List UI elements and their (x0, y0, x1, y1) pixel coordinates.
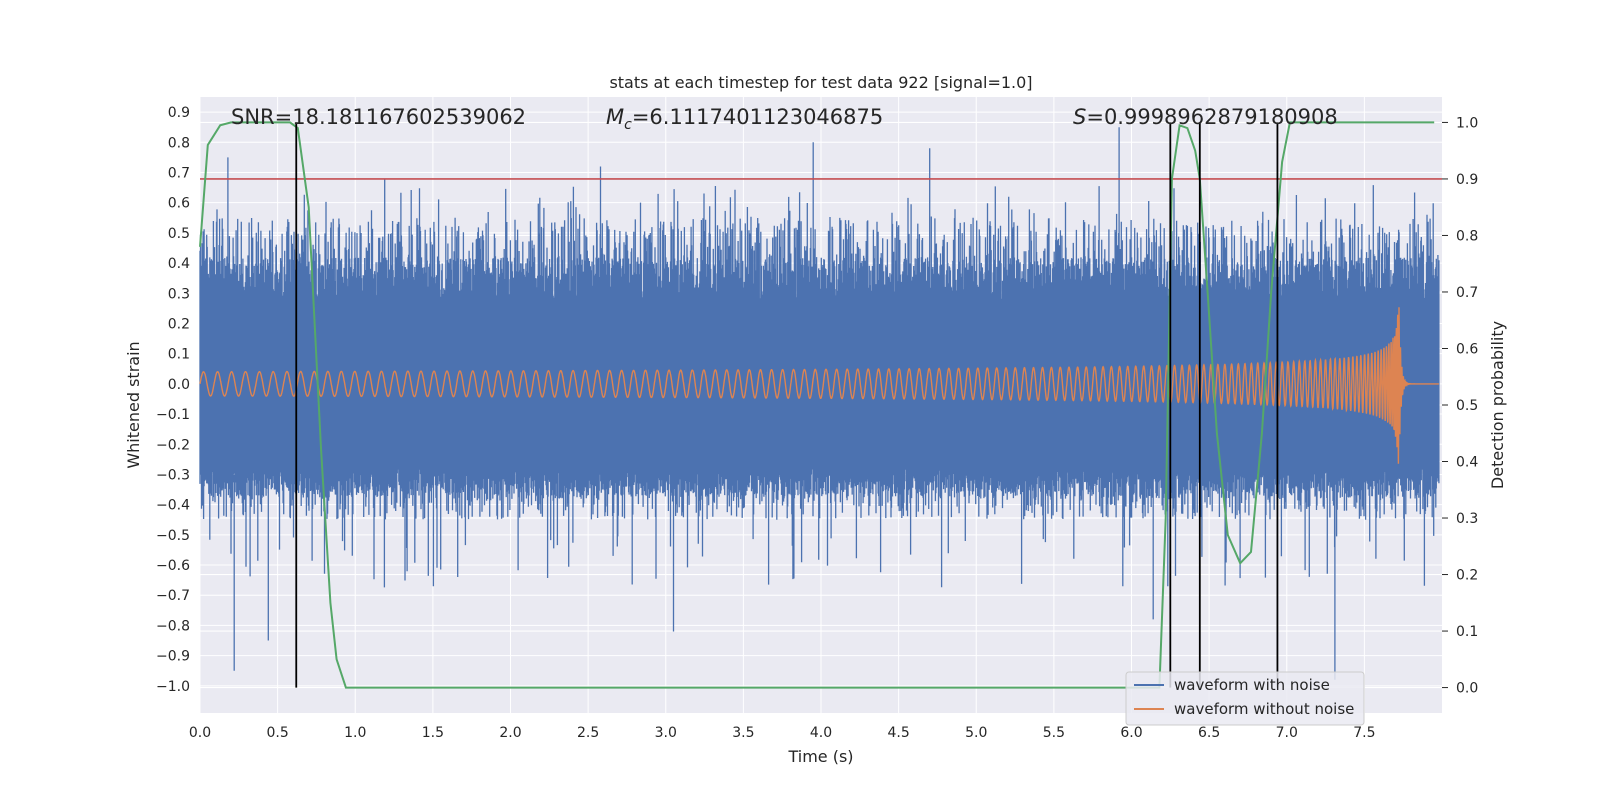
y-left-tick-label: −0.4 (156, 498, 190, 514)
detection-markers (295, 122, 1279, 688)
snr-annotation: SNR=18.181167602539062 (231, 105, 526, 129)
y-left-tick-label: −0.8 (156, 618, 190, 634)
clean-waveform-line (199, 307, 1439, 464)
y-left-tick-label: 0.3 (168, 286, 190, 302)
chart-title: stats at each timestep for test data 922… (609, 73, 1032, 92)
chirp-mass-value: =6.1117401123046875 (632, 105, 883, 129)
y-right-tick-label: 0.2 (1456, 568, 1478, 584)
x-tick-label: 3.0 (655, 725, 677, 741)
x-tick-label: 2.5 (577, 725, 599, 741)
y-right-tick-label: 0.9 (1456, 172, 1478, 188)
y-left-tick-label: 0.7 (168, 165, 190, 181)
y-right-tick-label: 0.6 (1456, 341, 1478, 357)
x-tick-label: 0.5 (266, 725, 288, 741)
x-axis-label: Time (s) (787, 747, 853, 766)
y-right-tick-label: 0.3 (1456, 511, 1478, 527)
y-left-tick-label: 0.8 (168, 135, 190, 151)
y-left-tick-label: −0.6 (156, 558, 190, 574)
score-symbol: S (1073, 105, 1086, 129)
x-tick-label: 0.0 (189, 725, 211, 741)
x-tick-label: 4.5 (887, 725, 909, 741)
y-left-tick-label: 0.9 (168, 105, 190, 121)
x-tick-label: 4.0 (810, 725, 832, 741)
x-tick-label: 6.5 (1198, 725, 1220, 741)
y-right-tick-label: 0.7 (1456, 285, 1478, 301)
legend: waveform with noise waveform without noi… (1125, 671, 1365, 726)
y-right-axis-ticks: 1.0 0.9 0.8 0.7 0.6 0.5 0.4 0.3 0.2 0.1 0.0 (1442, 115, 1478, 697)
x-tick-label: 7.0 (1276, 725, 1298, 741)
y-left-tick-label: −0.7 (156, 588, 190, 604)
y-left-tick-label: 0.4 (168, 256, 190, 272)
y-right-tick-label: 0.1 (1456, 624, 1478, 640)
y-right-tick-label: 0.0 (1456, 681, 1478, 697)
y-left-axis-label: Whitened strain (124, 341, 143, 468)
x-tick-label: 6.0 (1120, 725, 1142, 741)
x-axis-ticks: 0.0 0.5 1.0 1.5 2.0 2.5 3.0 3.5 4.0 4.5 5.0 5.5 6.0 6… (189, 725, 1376, 741)
score-annotation: S=0.9998962879180908 (1073, 105, 1338, 129)
chirp-mass-symbol: M (606, 105, 624, 129)
chirp-mass-subscript: c (624, 117, 632, 133)
y-right-tick-label: 0.4 (1456, 455, 1478, 471)
x-tick-label: 3.5 (732, 725, 754, 741)
y-left-axis-ticks: 0.9 0.8 0.7 0.6 0.5 0.4 0.3 0.2 0.1 0.0 −0.1 −0.2 −0… (156, 105, 190, 695)
y-right-tick-label: 1.0 (1456, 115, 1478, 131)
y-left-tick-label: 0.0 (168, 377, 190, 393)
y-left-tick-label: −0.2 (156, 437, 190, 453)
y-left-tick-label: −0.1 (156, 407, 190, 423)
y-left-tick-label: 0.6 (168, 196, 190, 212)
score-value: =0.9998962879180908 (1086, 105, 1337, 129)
y-left-tick-label: −1.0 (156, 679, 190, 695)
legend-noisy-label: waveform with noise (1174, 676, 1330, 694)
chirp-mass-annotation: Mc=6.1117401123046875 (606, 105, 883, 133)
x-tick-label: 7.5 (1353, 725, 1375, 741)
legend-box (1125, 671, 1365, 726)
y-left-tick-label: 0.2 (168, 316, 190, 332)
y-left-tick-label: 0.5 (168, 226, 190, 242)
clean-waveform-layer (199, 307, 1439, 464)
y-right-axis-label: Detection probability (1488, 321, 1507, 489)
x-tick-label: 1.5 (422, 725, 444, 741)
y-left-tick-label: −0.5 (156, 528, 190, 544)
x-tick-label: 2.0 (499, 725, 521, 741)
x-tick-label: 1.0 (344, 725, 366, 741)
x-tick-label: 5.5 (1043, 725, 1065, 741)
y-left-tick-label: −0.9 (156, 649, 190, 665)
x-tick-label: 5.0 (965, 725, 987, 741)
y-left-tick-label: 0.1 (168, 347, 190, 363)
y-right-tick-label: 0.5 (1456, 398, 1478, 414)
legend-clean-label: waveform without noise (1174, 700, 1354, 718)
y-left-tick-label: −0.3 (156, 467, 190, 483)
y-right-tick-label: 0.8 (1456, 228, 1478, 244)
